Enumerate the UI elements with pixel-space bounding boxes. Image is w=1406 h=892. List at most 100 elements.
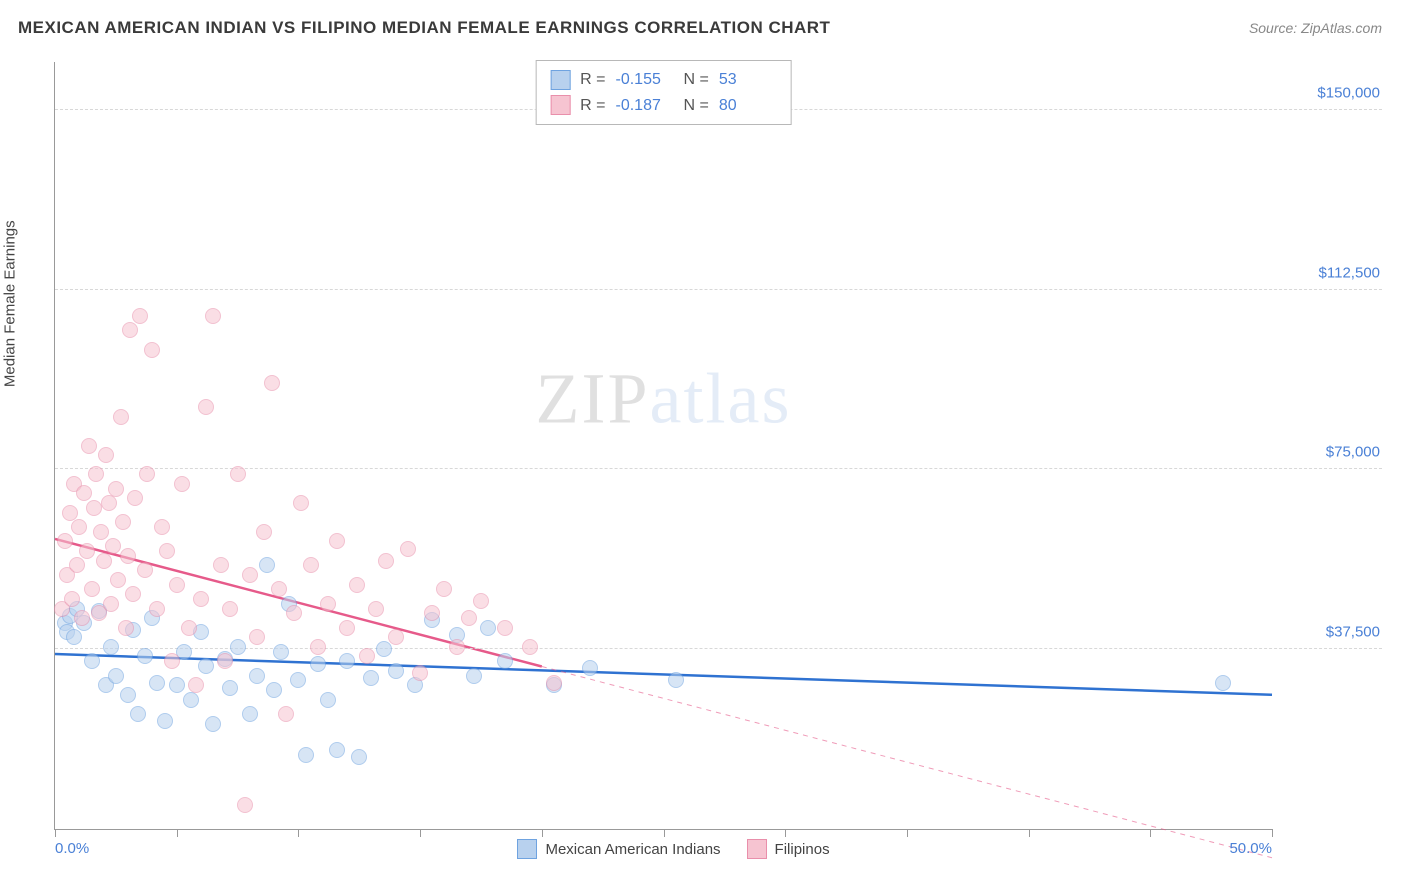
scatter-point (81, 438, 97, 454)
scatter-point (110, 572, 126, 588)
scatter-point (412, 665, 428, 681)
scatter-point (546, 675, 562, 691)
scatter-point (461, 610, 477, 626)
r-value: -0.155 (616, 67, 674, 93)
scatter-point (222, 601, 238, 617)
scatter-point (363, 670, 379, 686)
scatter-point (466, 668, 482, 684)
chart-container: Median Female Earnings ZIPatlas R =-0.15… (18, 50, 1382, 874)
scatter-point (256, 524, 272, 540)
scatter-point (157, 713, 173, 729)
x-tick (542, 829, 543, 837)
scatter-point (88, 466, 104, 482)
scatter-point (79, 543, 95, 559)
scatter-point (127, 490, 143, 506)
scatter-point (242, 567, 258, 583)
scatter-point (137, 562, 153, 578)
legend-swatch (517, 839, 537, 859)
y-tick-label: $75,000 (1280, 444, 1380, 461)
scatter-point (132, 308, 148, 324)
scatter-point (473, 593, 489, 609)
scatter-point (497, 653, 513, 669)
scatter-point (310, 639, 326, 655)
scatter-point (266, 682, 282, 698)
scatter-point (188, 677, 204, 693)
scatter-point (108, 668, 124, 684)
scatter-point (174, 476, 190, 492)
scatter-point (69, 557, 85, 573)
scatter-point (103, 596, 119, 612)
scatter-point (320, 596, 336, 612)
scatter-point (278, 706, 294, 722)
scatter-point (183, 692, 199, 708)
scatter-point (217, 653, 233, 669)
scatter-point (237, 797, 253, 813)
scatter-point (115, 514, 131, 530)
scatter-point (144, 342, 160, 358)
scatter-point (1215, 675, 1231, 691)
scatter-point (213, 557, 229, 573)
scatter-point (388, 663, 404, 679)
scatter-point (329, 742, 345, 758)
r-value: -0.187 (616, 93, 674, 119)
series-name: Filipinos (775, 841, 830, 858)
scatter-point (122, 322, 138, 338)
y-tick-label: $37,500 (1280, 624, 1380, 641)
x-tick (177, 829, 178, 837)
scatter-point (139, 466, 155, 482)
scatter-point (497, 620, 513, 636)
scatter-point (230, 466, 246, 482)
scatter-point (71, 519, 87, 535)
scatter-point (205, 716, 221, 732)
scatter-point (181, 620, 197, 636)
scatter-point (137, 648, 153, 664)
x-tick (1029, 829, 1030, 837)
scatter-point (436, 581, 452, 597)
scatter-point (582, 660, 598, 676)
r-label: R = (580, 67, 605, 93)
scatter-point (668, 672, 684, 688)
scatter-point (149, 601, 165, 617)
scatter-point (388, 629, 404, 645)
gridline (55, 289, 1382, 290)
legend-swatch (550, 70, 570, 90)
scatter-point (198, 399, 214, 415)
scatter-point (103, 639, 119, 655)
scatter-point (84, 653, 100, 669)
scatter-point (120, 548, 136, 564)
legend-swatch (550, 95, 570, 115)
source-attribution: Source: ZipAtlas.com (1249, 20, 1382, 36)
scatter-point (193, 591, 209, 607)
plot-area: ZIPatlas R =-0.155N =53R =-0.187N =80 Me… (54, 62, 1272, 830)
n-label: N = (684, 67, 709, 93)
series-name: Mexican American Indians (545, 841, 720, 858)
y-axis-label: Median Female Earnings (2, 220, 19, 387)
x-axis-label: 50.0% (1229, 840, 1272, 857)
scatter-point (205, 308, 221, 324)
n-value: 53 (719, 67, 777, 93)
x-tick (1150, 829, 1151, 837)
x-tick (1272, 829, 1273, 837)
scatter-point (378, 553, 394, 569)
legend-swatch (747, 839, 767, 859)
scatter-point (329, 533, 345, 549)
scatter-point (74, 610, 90, 626)
scatter-point (159, 543, 175, 559)
scatter-point (480, 620, 496, 636)
scatter-point (169, 577, 185, 593)
x-tick (664, 829, 665, 837)
scatter-point (93, 524, 109, 540)
scatter-point (424, 605, 440, 621)
watermark: ZIPatlas (536, 358, 792, 441)
x-axis-label: 0.0% (55, 840, 89, 857)
gridline (55, 648, 1382, 649)
scatter-point (298, 747, 314, 763)
scatter-point (400, 541, 416, 557)
n-value: 80 (719, 93, 777, 119)
correlation-legend-row: R =-0.187N =80 (550, 93, 777, 119)
scatter-point (264, 375, 280, 391)
scatter-point (222, 680, 238, 696)
chart-title: MEXICAN AMERICAN INDIAN VS FILIPINO MEDI… (18, 18, 830, 38)
scatter-point (101, 495, 117, 511)
scatter-point (351, 749, 367, 765)
